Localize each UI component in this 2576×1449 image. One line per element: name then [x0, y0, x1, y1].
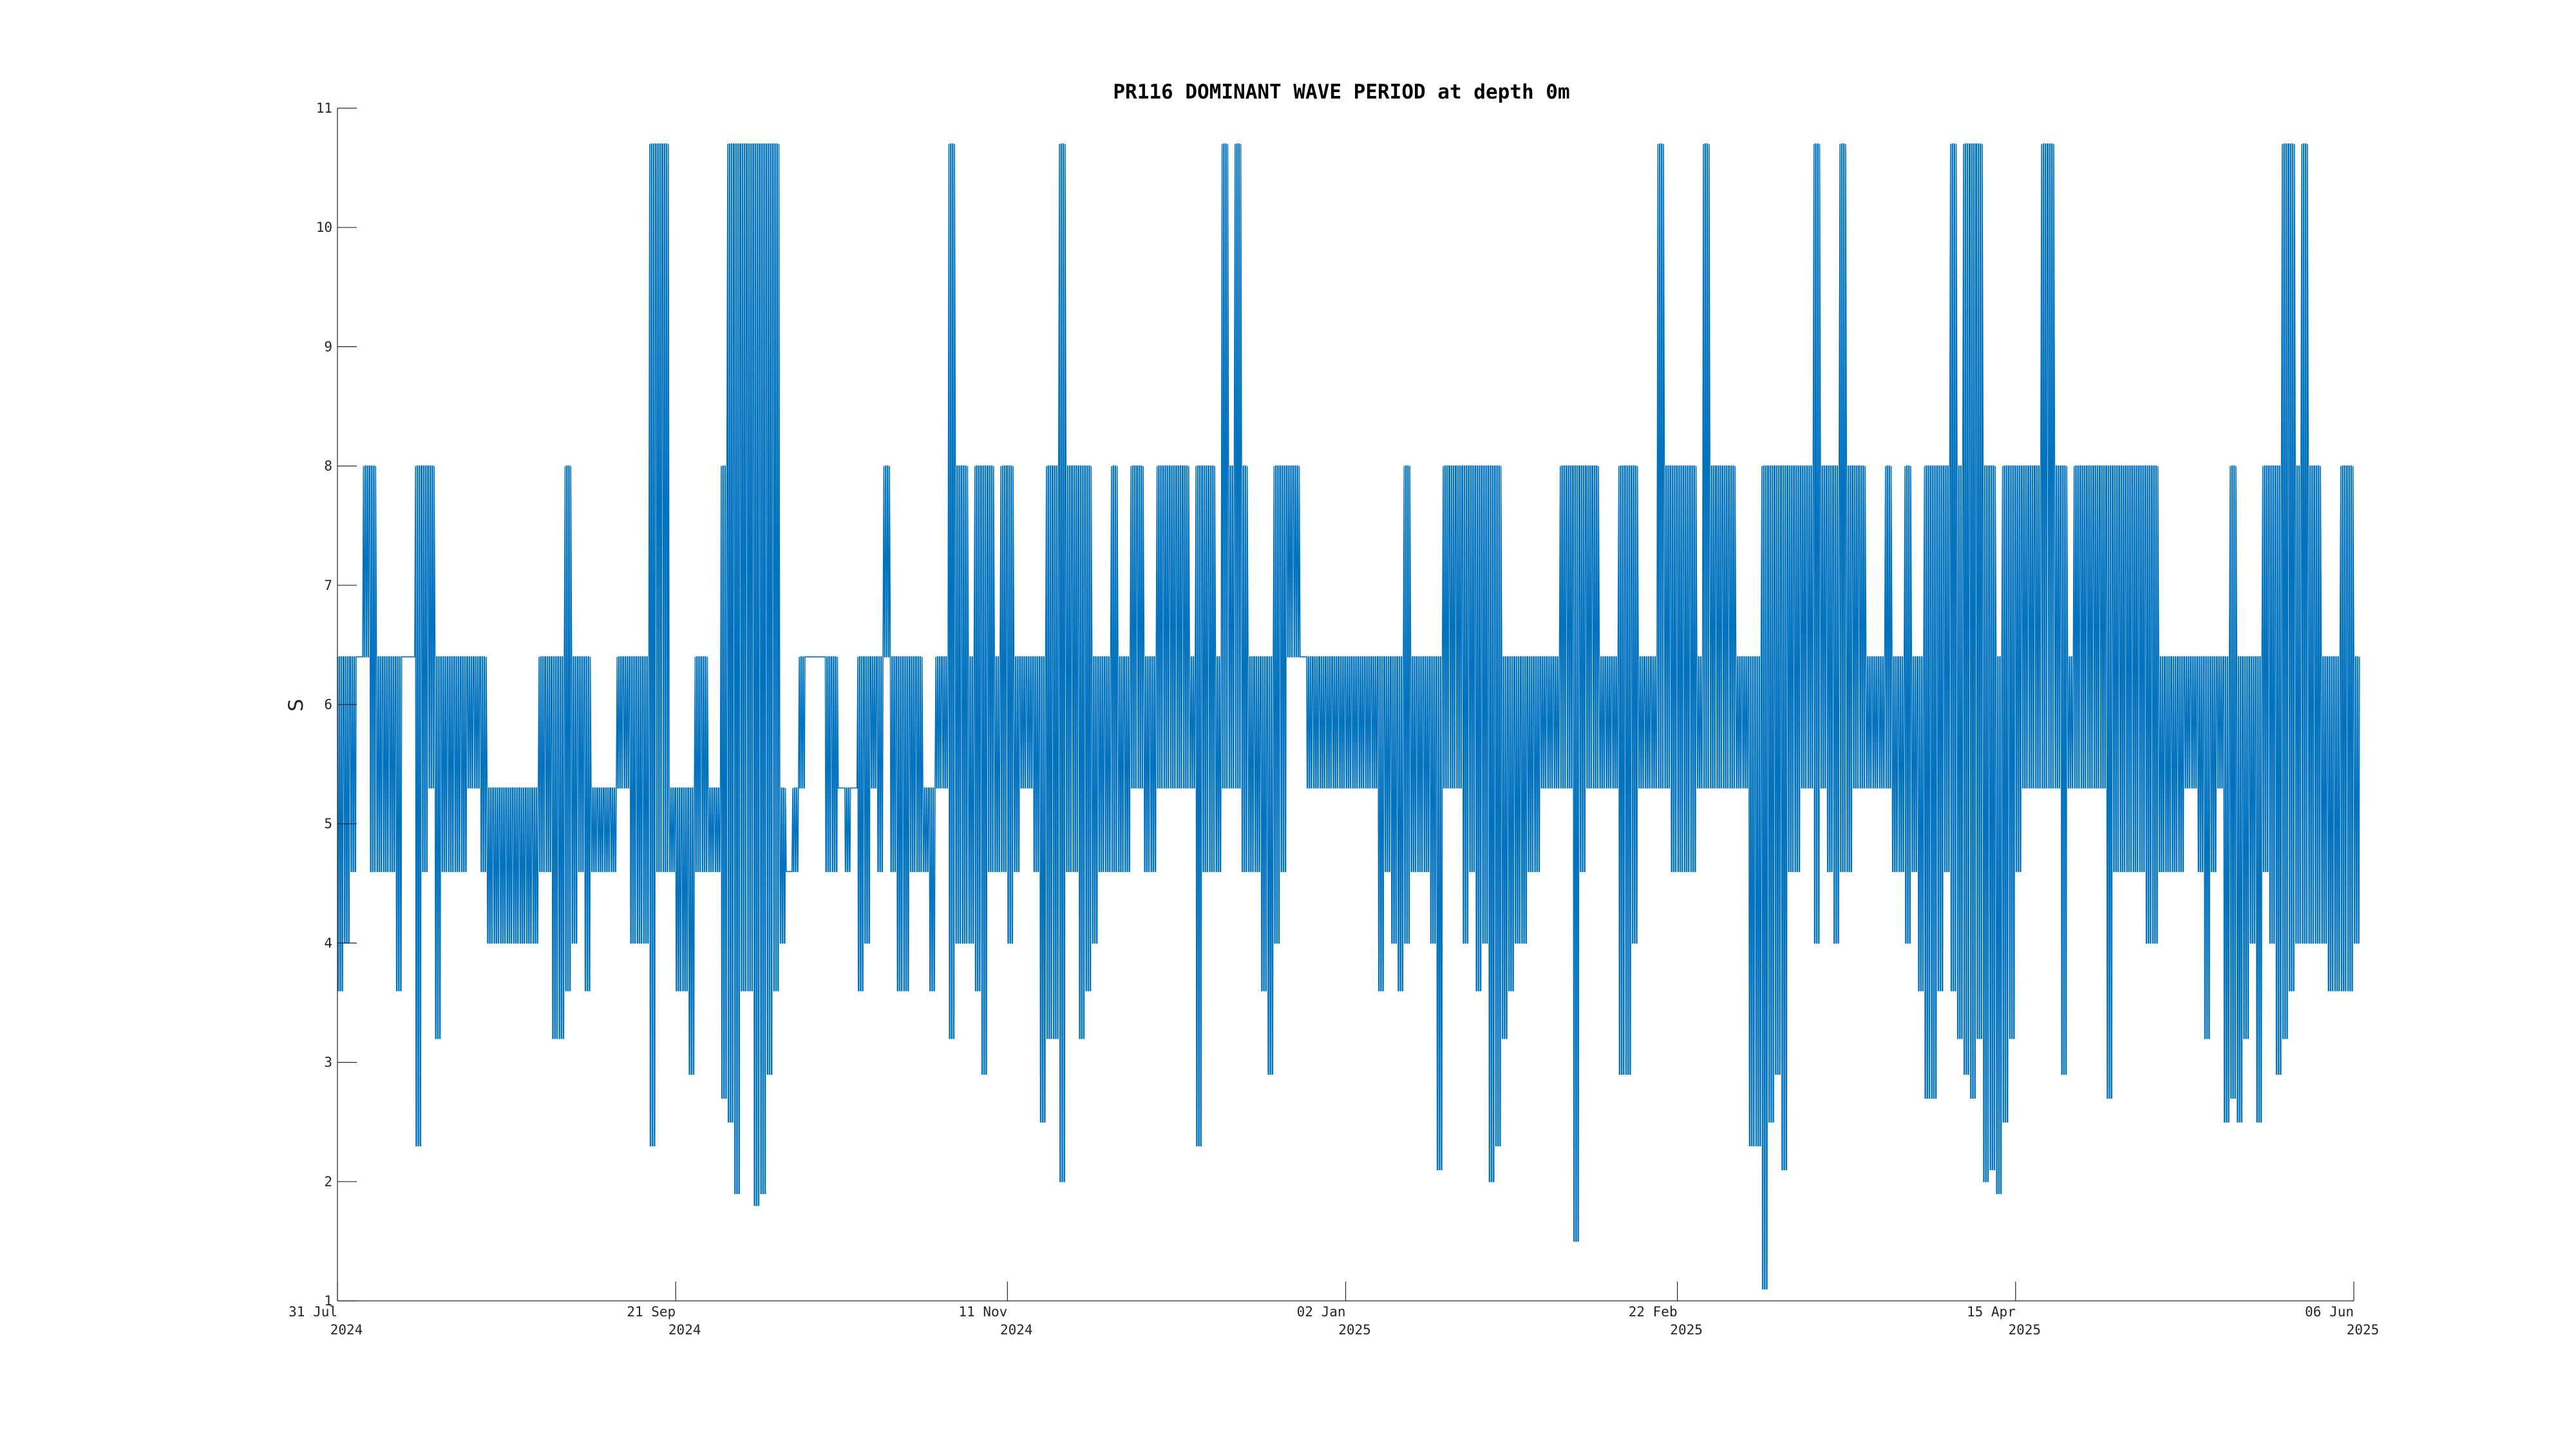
- y-tick-label: 10: [316, 220, 332, 235]
- y-axis-label: S: [285, 699, 308, 712]
- x-tick-label-day: 06 Jun: [2305, 1304, 2354, 1320]
- series-line: [337, 143, 2360, 1290]
- y-tick-label: 4: [324, 935, 332, 951]
- x-tick-label-day: 21 Sep: [627, 1304, 676, 1320]
- x-ticks: 31 Jul 2024 21 Sep 2024 11 Nov 2024 02 Jan 2025…: [289, 1282, 2379, 1338]
- y-tick-label: 5: [324, 816, 332, 831]
- y-tick-label: 2: [324, 1174, 332, 1189]
- x-tick-label-year: 2024: [1000, 1322, 1033, 1338]
- x-tick-label-year: 2024: [668, 1322, 701, 1338]
- x-tick-label-day: 31 Jul: [289, 1304, 337, 1320]
- x-tick-label-year: 2025: [1670, 1322, 1703, 1338]
- x-tick-label-year: 2025: [2347, 1322, 2380, 1338]
- x-tick-label-day: 22 Feb: [1629, 1304, 1678, 1320]
- y-tick-label: 7: [324, 578, 332, 593]
- y-tick-label: 8: [324, 459, 332, 474]
- y-ticks: 1 2 3 4 5 6 7 8 9 10 11: [316, 100, 357, 1309]
- x-tick-label-year: 2025: [2009, 1322, 2041, 1338]
- x-tick-label-day: 11 Nov: [958, 1304, 1007, 1320]
- x-tick-label-year: 2025: [1338, 1322, 1371, 1338]
- y-tick-label: 11: [316, 100, 332, 116]
- x-tick-label-day: 02 Jan: [1297, 1304, 1346, 1320]
- y-tick-label: 9: [324, 339, 332, 354]
- x-tick-label-year: 2024: [330, 1322, 363, 1338]
- x-tick-label-day: 15 Apr: [1967, 1304, 2016, 1320]
- y-tick-label: 1: [324, 1293, 332, 1309]
- y-tick-label: 3: [324, 1055, 332, 1070]
- chart-title: PR116 DOMINANT WAVE PERIOD at depth 0m: [1113, 80, 1569, 104]
- y-tick-label: 6: [324, 697, 332, 712]
- series-layer: [337, 143, 2360, 1290]
